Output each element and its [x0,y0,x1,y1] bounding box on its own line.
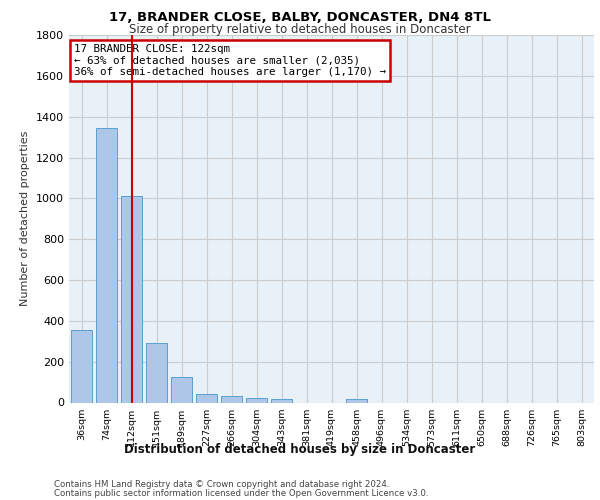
Bar [146,344,167,402]
Text: Contains HM Land Registry data © Crown copyright and database right 2024.: Contains HM Land Registry data © Crown c… [54,480,389,489]
Text: 17 BRANDER CLOSE: 122sqm
← 63% of detached houses are smaller (2,035)
36% of sem: 17 BRANDER CLOSE: 122sqm ← 63% of detach… [74,44,386,78]
Bar [246,398,267,402]
Text: 17, BRANDER CLOSE, BALBY, DONCASTER, DN4 8TL: 17, BRANDER CLOSE, BALBY, DONCASTER, DN4… [109,11,491,24]
Bar [196,394,217,402]
Text: Size of property relative to detached houses in Doncaster: Size of property relative to detached ho… [129,22,471,36]
Bar [121,196,142,402]
Y-axis label: Number of detached properties: Number of detached properties [20,131,31,306]
Bar [221,396,242,402]
Text: Contains public sector information licensed under the Open Government Licence v3: Contains public sector information licen… [54,488,428,498]
Text: Distribution of detached houses by size in Doncaster: Distribution of detached houses by size … [124,442,476,456]
Bar [346,399,367,402]
Bar [96,128,117,402]
Bar [171,377,192,402]
Bar [71,330,92,402]
Bar [271,399,292,402]
